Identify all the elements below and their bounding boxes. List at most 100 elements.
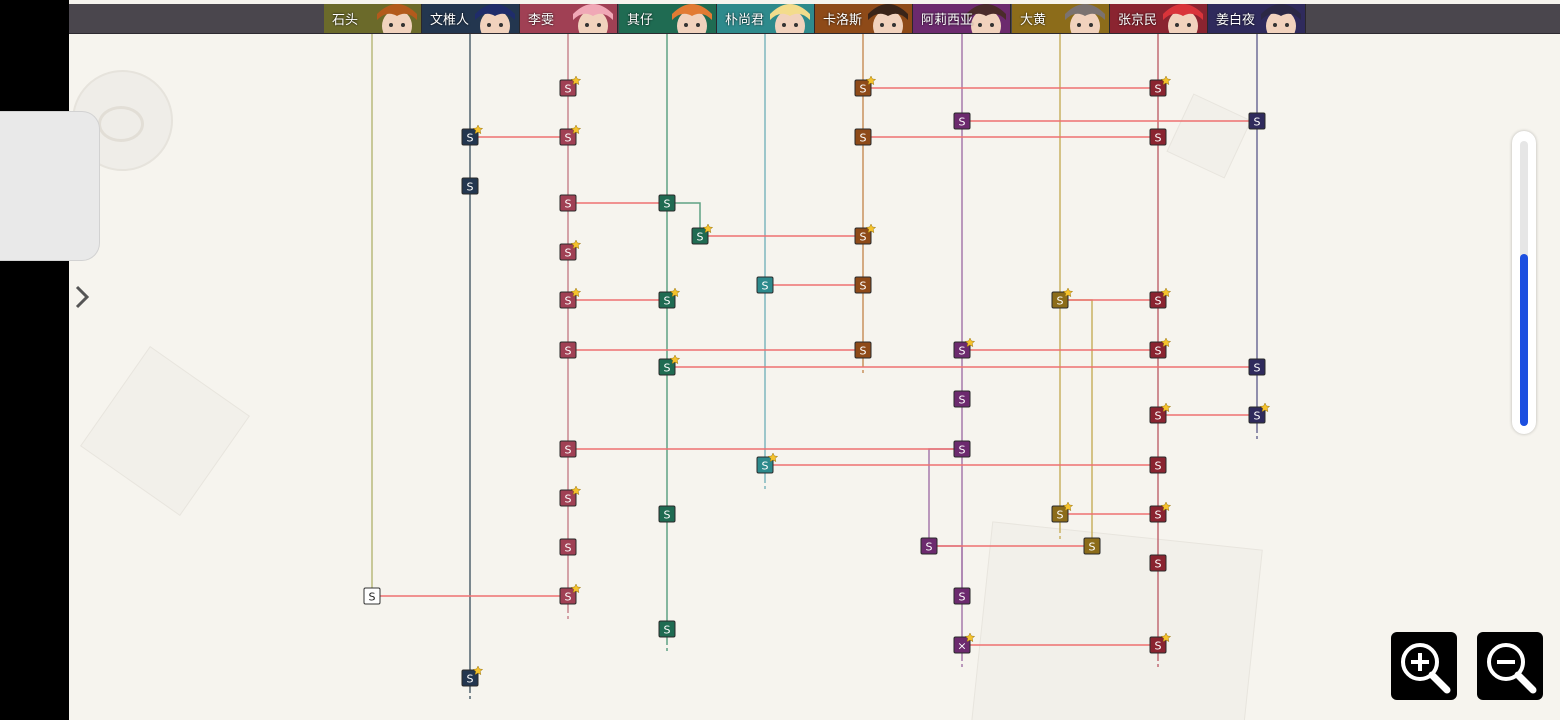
story-node[interactable]: S [1149,75,1172,97]
star-icon [1062,501,1074,512]
node-box [461,669,479,687]
story-node[interactable]: S [1248,112,1266,130]
zoom-in-button[interactable] [1391,632,1457,700]
story-node[interactable]: S [559,287,582,309]
story-node[interactable]: S [854,75,877,97]
character-tab[interactable]: 大黄 [1012,4,1110,33]
node-box [658,358,676,376]
node-label: S [1155,640,1162,653]
story-node[interactable]: S [559,341,577,359]
story-node[interactable]: S [854,128,872,146]
story-node[interactable]: S [559,583,582,605]
story-node[interactable]: S [1051,501,1074,523]
scrollbar-thumb[interactable] [1520,254,1528,426]
story-node[interactable]: S [559,124,582,146]
story-node[interactable]: S [953,112,971,130]
story-node[interactable]: S [461,177,479,195]
story-node[interactable]: S [1149,501,1172,523]
story-node[interactable]: S [559,239,582,261]
story-node[interactable]: S [1248,402,1271,424]
character-tab[interactable]: 其仔 [619,4,717,33]
node-label: S [565,493,572,506]
story-node[interactable]: S [854,276,872,294]
character-tab[interactable]: 阿莉西亚 [913,4,1011,33]
zoom-out-button[interactable] [1477,632,1543,700]
node-label: S [565,198,572,211]
character-tab[interactable]: 姜白夜 [1208,4,1306,33]
story-node[interactable]: S [953,337,976,359]
story-node[interactable]: S [658,354,681,376]
story-node[interactable]: S [953,440,971,458]
story-node[interactable]: S [461,124,484,146]
branch-connector [928,448,962,546]
character-name: 张京民 [1118,13,1158,28]
side-panel-toggle[interactable] [0,111,100,309]
story-node[interactable]: S [1149,287,1172,309]
node-label: S [1155,83,1162,96]
star-icon [964,632,976,643]
story-node[interactable]: S [658,194,676,212]
character-tab[interactable]: 文椎人 [422,4,520,33]
node-label: S [664,295,671,308]
story-node[interactable]: S [953,390,971,408]
story-node[interactable]: S [691,223,714,245]
character-tab[interactable]: 石头 [324,4,422,33]
story-node[interactable]: S [461,665,484,687]
story-graph-stage: S S S S S S S S S S S S S S S S S S S S S S S S S S S S S S S S S S S S S S S S… [69,0,1560,720]
node-label: S [369,591,376,604]
story-node[interactable]: S [756,276,774,294]
character-name: 其仔 [627,13,654,28]
node-label: S [467,181,474,194]
node-box [1149,291,1167,309]
zoom-in-icon [1401,643,1451,694]
vertical-scrollbar[interactable] [1512,131,1536,434]
story-node[interactable]: S [559,538,577,556]
story-node[interactable]: S [559,440,577,458]
zoom-out-icon [1487,643,1537,694]
story-node[interactable]: S [1149,554,1167,572]
story-node[interactable]: S [1149,402,1172,424]
star-icon [1160,337,1172,348]
story-node[interactable]: S [1149,337,1172,359]
star-icon [570,485,582,496]
character-name: 李雯 [528,13,555,28]
story-node[interactable]: S [1149,128,1167,146]
node-box [953,112,971,130]
story-node[interactable]: S [658,620,676,638]
story-node[interactable]: S [363,587,381,605]
story-node[interactable]: × [953,632,976,654]
story-node[interactable]: S [1051,287,1074,309]
story-node[interactable]: S [658,287,681,309]
story-node[interactable]: S [559,75,582,97]
story-node[interactable]: S [559,194,577,212]
node-box [559,587,577,605]
character-tab[interactable]: 张京民 [1110,4,1208,33]
story-node[interactable]: S [559,485,582,507]
story-node[interactable]: S [953,587,971,605]
character-name: 卡洛斯 [823,13,863,28]
node-box [658,620,676,638]
story-node[interactable]: S [1248,358,1266,376]
story-node[interactable]: S [920,537,938,555]
node-label: S [467,132,474,145]
story-node[interactable]: S [1149,456,1167,474]
story-node[interactable]: S [1083,537,1101,555]
node-box [559,194,577,212]
star-icon [1160,287,1172,298]
character-tab[interactable]: 朴尚君 [717,4,815,33]
story-node[interactable]: S [756,452,779,474]
star-icon [767,452,779,463]
star-icon [964,337,976,348]
character-tab[interactable]: 卡洛斯 [815,4,913,33]
story-node[interactable]: S [1149,632,1172,654]
story-node[interactable]: S [854,341,872,359]
node-label: S [762,280,769,293]
node-label: S [860,280,867,293]
character-portrait [664,4,716,33]
character-name: 石头 [332,13,359,28]
node-box [756,456,774,474]
node-box [1083,537,1101,555]
character-tab[interactable]: 李雯 [520,4,618,33]
story-node[interactable]: S [854,223,877,245]
story-node[interactable]: S [658,505,676,523]
